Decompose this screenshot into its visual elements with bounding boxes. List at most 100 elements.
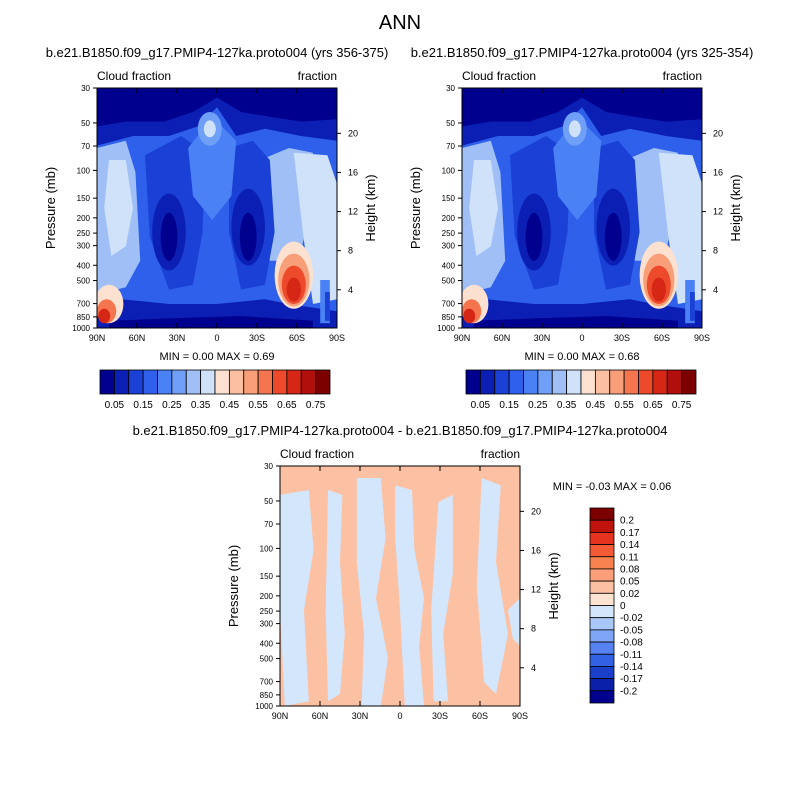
- y-tick-label: 200: [442, 214, 456, 223]
- colorbar-label: 0.08: [620, 564, 640, 575]
- colorbar-swatch: [589, 641, 615, 655]
- field-region: [431, 494, 453, 702]
- colorbar-swatch: [479, 369, 496, 395]
- height-tick-label: 16: [531, 545, 541, 555]
- field-region: [188, 116, 237, 220]
- y-tick-label: 300: [442, 242, 456, 251]
- y-tick-label: 500: [77, 277, 91, 286]
- field-region: [562, 244, 592, 292]
- colorbar-label: 0.15: [133, 400, 153, 411]
- field-region: [651, 277, 666, 302]
- colorbar-swatch: [300, 369, 317, 395]
- height-tick-label: 8: [348, 246, 353, 256]
- field-region: [104, 160, 133, 256]
- colorbar-label: -0.08: [620, 638, 643, 649]
- colorbar-swatch: [99, 369, 115, 395]
- y-tick-label: 200: [260, 592, 274, 601]
- y-tick-label: 100: [442, 166, 456, 175]
- y-tick-label: 250: [77, 229, 91, 238]
- colorbar-label: -0.17: [620, 674, 643, 685]
- colorbar-label: 0.05: [471, 400, 491, 411]
- colorbar-label: 0.05: [620, 577, 640, 588]
- x-tick-label: 90S: [329, 333, 345, 343]
- colorbar-swatch: [589, 556, 615, 570]
- field-region: [293, 152, 337, 304]
- colorbar-label: 0.15: [499, 400, 519, 411]
- colorbar-swatch: [113, 369, 130, 395]
- field-region: [395, 485, 424, 706]
- field-region: [462, 88, 702, 127]
- y-axis-label: Pressure (mb): [226, 545, 241, 627]
- height-tick-label: 4: [531, 663, 536, 673]
- field-region: [424, 514, 434, 574]
- colorbar-swatch: [589, 678, 615, 692]
- x-tick-label: 90S: [512, 711, 528, 721]
- panel-title: b.e21.B1850.f09_g17.PMIP4-127ka.proto004…: [411, 45, 754, 60]
- y-tick-label: 150: [442, 194, 456, 203]
- colorbar-swatch: [537, 369, 553, 395]
- y-tick-label: 150: [77, 194, 91, 203]
- y-tick-label: 30: [446, 84, 455, 93]
- left-subtitle: Cloud fraction: [280, 447, 354, 461]
- field-region: [604, 212, 622, 261]
- colorbar: 0.20.170.140.110.08 0.050.020-0.02-0.05 -0…: [589, 507, 643, 704]
- height-axis-label: Height (km): [728, 174, 743, 241]
- colorbar-swatch: [551, 369, 568, 395]
- colorbar-label: 0.05: [105, 400, 125, 411]
- y-tick-label: 400: [260, 639, 274, 648]
- field-region: [311, 574, 321, 670]
- field-region: [469, 160, 498, 256]
- colorbar-label: -0.11: [620, 650, 642, 661]
- x-tick-label: 30N: [534, 333, 551, 343]
- colorbar-swatch: [589, 690, 615, 704]
- colorbar-swatch: [243, 369, 259, 395]
- colorbar-label: 0.45: [220, 400, 240, 411]
- y-tick-label: 850: [260, 691, 274, 700]
- y-tick-label: 700: [77, 300, 91, 309]
- y-tick-label: 70: [264, 520, 273, 529]
- x-tick-label: 90N: [272, 711, 289, 721]
- field: [462, 88, 702, 328]
- field-region: [463, 308, 476, 324]
- min-max-label: MIN = 0.00 MAX = 0.69: [160, 351, 275, 363]
- colorbar-swatch: [638, 369, 654, 395]
- x-tick-label: 30S: [432, 711, 448, 721]
- colorbar-label: -0.14: [620, 662, 643, 673]
- panel-title: b.e21.B1850.f09_g17.PMIP4-127ka.proto004…: [133, 423, 668, 438]
- field-region: [508, 598, 520, 646]
- colorbar-swatch: [609, 369, 625, 395]
- height-tick-label: 20: [348, 128, 358, 138]
- y-tick-label: 70: [446, 142, 455, 151]
- colorbar-label: 0.75: [672, 400, 692, 411]
- colorbar-swatch: [523, 369, 539, 395]
- x-tick-label: 90N: [454, 333, 471, 343]
- colorbar-swatch: [589, 519, 615, 533]
- y-tick-label: 100: [77, 166, 91, 175]
- field-region: [160, 212, 178, 261]
- colorbar-label: 0: [620, 601, 626, 612]
- height-tick-label: 12: [713, 207, 723, 217]
- height-tick-label: 20: [531, 506, 541, 516]
- y-tick-label: 700: [442, 300, 456, 309]
- colorbar-swatch: [566, 369, 582, 395]
- colorbar-label: 0.17: [620, 528, 640, 539]
- y-tick-label: 300: [260, 620, 274, 629]
- min-max-label: MIN = -0.03 MAX = 0.06: [553, 481, 672, 493]
- y-tick-label: 500: [260, 655, 274, 664]
- right-subtitle: fraction: [481, 447, 520, 461]
- colorbar-swatch: [157, 369, 173, 395]
- colorbar-swatch: [652, 369, 668, 395]
- field-region: [525, 212, 543, 261]
- height-tick-label: 16: [713, 167, 723, 177]
- min-max-label: MIN = 0.00 MAX = 0.68: [525, 351, 640, 363]
- colorbar-swatch: [589, 605, 615, 619]
- colorbar-swatch: [142, 369, 158, 395]
- field-region: [474, 316, 678, 328]
- height-tick-label: 12: [348, 207, 358, 217]
- colorbar-swatch: [589, 617, 615, 631]
- field-region: [658, 152, 702, 304]
- colorbar-swatch: [623, 369, 639, 395]
- colorbar-swatch: [589, 629, 615, 643]
- field-region: [325, 292, 330, 321]
